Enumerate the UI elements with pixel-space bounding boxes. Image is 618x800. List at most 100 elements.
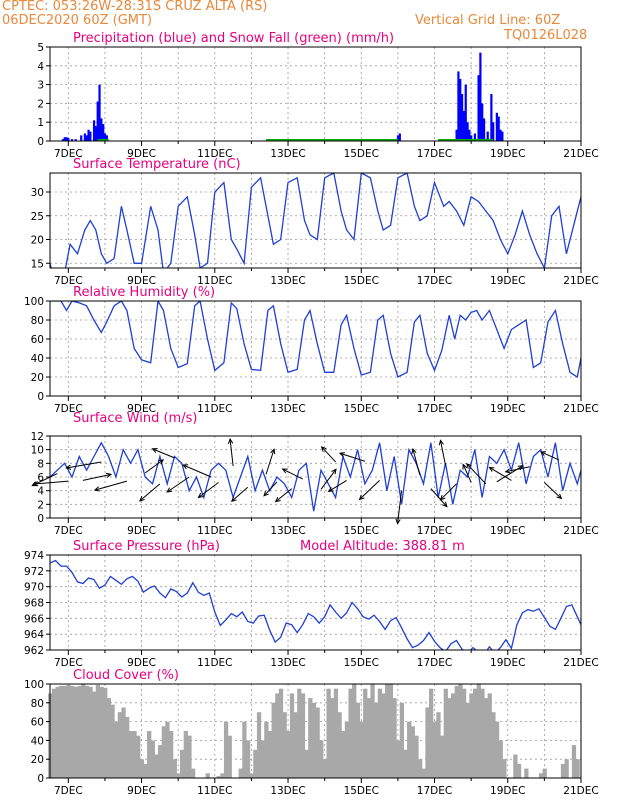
precip-bar [96,101,99,141]
cloud-cover-bar [205,773,210,778]
x-tick-label: 15DEC [344,403,379,415]
wind-arrow-head [438,439,444,446]
wind-arrow [462,464,472,483]
x-tick-label: 11DEC [197,785,232,797]
y-tick-label: 25 [31,211,44,223]
y-tick-label: 8 [37,458,44,470]
y-tick-label: 12 [31,431,44,443]
panel-title: Surface Temperature (nC) [73,157,241,172]
cloud-cover-bar [476,684,481,778]
precip-bar [74,139,77,141]
x-tick-label: 21DEC [563,403,598,415]
cloud-cover-bar [538,773,544,778]
cloud-cover-bar [560,763,566,778]
cloud-cover-bar [421,768,426,778]
x-tick-label: 19DEC [490,657,525,669]
cloud-cover-bar [410,726,415,778]
cloud-cover-bar [77,685,82,778]
precip-bar [102,124,105,141]
precip-bar [482,118,486,141]
cloud-cover-bar [465,702,470,778]
x-tick-label: 13DEC [270,403,305,415]
y-tick-label: 970 [24,582,44,594]
cloud-cover-bar [315,707,320,778]
cloud-cover-bar [128,731,133,778]
cloud-cover-bar [377,688,383,778]
cloud-cover-bar [480,688,485,778]
y-tick-label: 40 [31,735,44,747]
cloud-cover-bar [319,740,324,778]
wind-arrow-head [197,492,204,499]
precip-bar [89,131,92,141]
precip-bar [460,94,464,141]
wind-arrow [328,479,347,492]
wind-arrow [265,449,275,475]
wind-arrow-head [462,463,468,470]
cloud-cover-bar [381,693,386,778]
station-label: CPTEC: 053:26W-28:31S CRUZ ALTA (RS) [2,0,268,14]
wind-arrow [544,482,562,499]
wind-arrow [182,464,212,478]
precip-bar [83,133,86,141]
wind-arrow-head [93,486,100,492]
panel-cloud: Cloud Cover (%) 0 20 40 60 80 100 7DEC 9DEC 11DEC… [24,668,599,797]
wind-arrow-head [465,462,472,469]
cloud-cover-bar [297,688,302,778]
y-tick-label: 100 [24,296,44,308]
cloud-cover-bar [286,731,291,778]
wind-arrow [94,480,128,491]
wind-arrow-head [395,518,401,525]
cloud-cover-bar [216,776,221,778]
precip-bar [85,135,88,141]
cloud-cover-bar [289,693,295,778]
cloud-cover-bar [278,688,284,778]
cloud-cover-bar [458,684,463,778]
cloud-cover-bar [454,685,459,778]
cloud-cover-bar [311,702,317,778]
wind-arrow [321,446,337,463]
run-date-label: 06DEC2020 60Z (GMT) [2,13,153,28]
cloud-cover-bar [388,684,394,778]
x-tick-label: 7DEC [54,525,83,537]
panel-frame [49,46,582,142]
y-tick-label: 80 [31,315,44,327]
model-altitude-label: Model Altitude: 388.81 m [300,539,465,554]
cloud-cover-bar [564,759,569,778]
cloud-cover-bar [326,688,331,778]
cloud-cover-bar [502,759,507,778]
panel-pressure: Surface Pressure (hPa) Model Altitude: 38… [24,539,599,669]
cloud-cover-bar [121,707,126,778]
y-tick-label: 2 [37,499,44,511]
precip-bar [477,75,480,141]
cloud-cover-bar [161,726,166,778]
cloud-cover-bar [348,688,353,778]
x-tick-label: 19DEC [490,403,525,415]
x-tick-label: 11DEC [197,403,232,415]
wind-arrow-head [32,481,39,487]
precip-bar [499,129,502,141]
cloud-cover-bar [293,712,298,778]
wind-arrow [144,459,164,474]
x-tick-label: 9DEC [127,275,156,287]
precip-bar [457,71,460,141]
cloud-cover-bar [461,688,467,778]
cloud-cover-bar [147,731,152,778]
x-tick-label: 15DEC [344,657,379,669]
precip-bar [501,131,504,141]
cloud-cover-bar [516,763,522,778]
wind-arrow [198,482,219,498]
cloud-cover-bar [513,754,518,778]
cloud-cover-bar [483,698,489,778]
cloud-cover-bar [95,684,101,778]
y-tick-label: 0 [37,136,44,148]
wind-arrow-head [263,490,269,497]
wind-arrow-head [281,468,288,474]
wind-arrow [231,486,249,502]
cloud-cover-bar [165,721,170,778]
cloud-cover-bar [256,712,262,778]
wind-arrow [166,476,190,493]
x-tick-label: 19DEC [490,148,525,160]
x-tick-label: 9DEC [127,525,156,537]
cloud-cover-bar [407,721,412,778]
y-tick-label: 972 [24,566,44,578]
